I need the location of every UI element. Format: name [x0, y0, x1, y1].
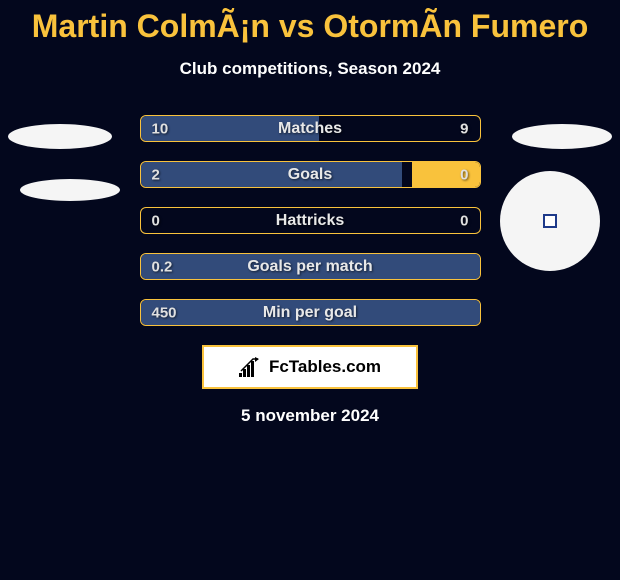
stat-bar: 10 Matches 9	[140, 115, 481, 142]
fctables-icon	[239, 357, 263, 377]
stat-bar: 0 Hattricks 0	[140, 207, 481, 234]
logo-box: FcTables.com	[202, 345, 418, 389]
stat-bar: 450 Min per goal	[140, 299, 481, 326]
page-subtitle: Club competitions, Season 2024	[0, 59, 620, 79]
stat-left-value: 0	[152, 212, 160, 229]
page-title: Martin ColmÃ¡n vs OtormÃ­n Fumero	[0, 0, 620, 45]
stat-left-value: 10	[152, 120, 169, 137]
stat-right-value: 9	[460, 120, 468, 137]
stat-bar-left	[141, 162, 402, 187]
stat-bar-right	[412, 162, 480, 187]
logo-text: FcTables.com	[269, 357, 381, 377]
stat-right-value: 0	[460, 166, 468, 183]
stat-label: Goals per match	[247, 258, 372, 276]
stat-bar: 0.2 Goals per match	[140, 253, 481, 280]
stat-row: 0.2 Goals per match	[0, 253, 620, 280]
stat-bar: 2 Goals 0	[140, 161, 481, 188]
stat-label: Hattricks	[276, 212, 344, 230]
stat-left-value: 0.2	[152, 258, 173, 275]
stat-left-value: 2	[152, 166, 160, 183]
stat-label: Min per goal	[263, 304, 357, 322]
stat-label: Matches	[278, 120, 342, 138]
stat-label: Goals	[288, 166, 332, 184]
stat-row: 450 Min per goal	[0, 299, 620, 326]
stat-row: 2 Goals 0	[0, 161, 620, 188]
stat-row: 10 Matches 9	[0, 115, 620, 142]
stat-right-value: 0	[460, 212, 468, 229]
stat-left-value: 450	[152, 304, 177, 321]
date-text: 5 november 2024	[0, 406, 620, 426]
stat-row: 0 Hattricks 0	[0, 207, 620, 234]
stats-container: 10 Matches 9 2 Goals 0 0 Hattricks 0 0.2 Goals per…	[0, 115, 620, 326]
